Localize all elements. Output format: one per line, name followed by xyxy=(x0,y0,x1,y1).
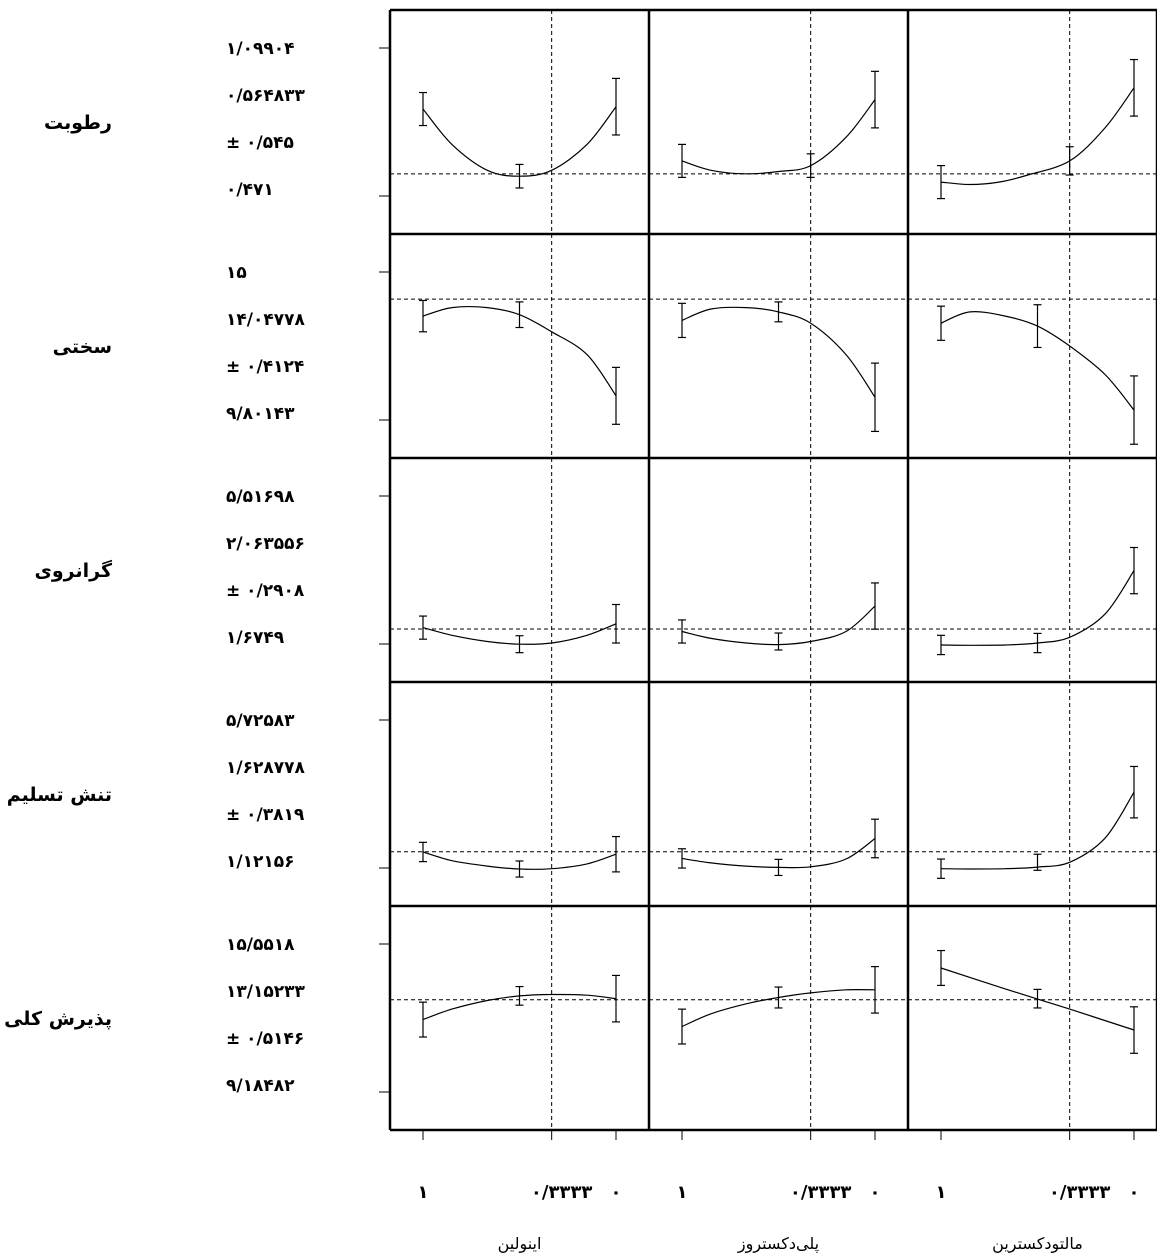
response-value-label: ± ۰/۳۸۱۹ xyxy=(226,805,305,825)
x-tick-label: ۱ xyxy=(936,1182,947,1203)
response-value-label: ۱/۶۲۸۷۷۸ xyxy=(226,758,305,778)
error-bar xyxy=(419,615,427,640)
error-bar xyxy=(871,818,879,859)
error-bar xyxy=(871,582,879,630)
prediction-curve xyxy=(940,87,1135,186)
error-bar xyxy=(515,635,524,654)
error-bar xyxy=(515,301,524,329)
response-value-label: ± ۰/۲۹۰۸ xyxy=(226,581,305,601)
x-tick-label: ۱ xyxy=(418,1182,429,1203)
error-bar xyxy=(1033,988,1042,1009)
response-value-label: ۰/۴۷۱ xyxy=(226,180,274,200)
response-value-label: ۵/۷۲۵۸۳ xyxy=(226,711,295,731)
response-value-label: ۱/۰۹۹۰۴ xyxy=(226,39,294,59)
x-tick-label: ۰ xyxy=(1129,1182,1140,1203)
error-bar xyxy=(871,70,879,129)
error-bar xyxy=(612,835,620,873)
prediction-curve xyxy=(681,99,876,175)
response-value-label: ۱/۱۲۱۵۶ xyxy=(226,852,294,872)
response-value-label: ± ۰/۵۴۵ xyxy=(226,133,294,153)
error-bar xyxy=(678,1008,686,1045)
x-tick-label: ۰/۳۳۳۳ xyxy=(531,1182,593,1203)
response-label: پذیرش کلی xyxy=(4,1008,112,1030)
error-bar xyxy=(774,301,783,323)
response-value-label: ۱/۶۷۴۹ xyxy=(226,628,285,648)
error-bar xyxy=(612,974,620,1023)
error-bar xyxy=(937,858,945,879)
error-bar xyxy=(419,91,427,127)
response-value-label: ۲/۰۶۳۵۵۶ xyxy=(226,534,305,554)
response-value-label: ۹/۸۰۱۴۳ xyxy=(226,404,295,424)
response-value-label: ۱۳/۱۵۲۳۳ xyxy=(226,982,305,1002)
error-bar xyxy=(612,366,620,425)
error-bar xyxy=(1130,58,1138,117)
error-bar xyxy=(515,163,524,189)
response-value-label: ± ۰/۵۱۴۶ xyxy=(226,1029,304,1049)
error-bar xyxy=(1130,1006,1138,1054)
response-value-label: ۱۵/۵۵۱۸ xyxy=(226,935,295,955)
response-value-label: ۱۴/۰۴۷۷۸ xyxy=(226,310,305,330)
error-bar xyxy=(678,143,686,178)
error-bar xyxy=(1130,375,1138,445)
response-value-label: ۱۵ xyxy=(226,263,247,283)
x-tick-label: ۰ xyxy=(870,1182,881,1203)
error-bar xyxy=(806,153,815,178)
error-bar xyxy=(1065,146,1074,176)
response-label: سختی xyxy=(53,336,112,358)
error-bar xyxy=(871,965,879,1014)
error-bar xyxy=(419,299,427,333)
error-bar xyxy=(937,949,945,987)
x-tick-label: ۱ xyxy=(677,1182,688,1203)
response-value-label: ± ۰/۴۱۲۴ xyxy=(226,357,304,377)
error-bar xyxy=(774,858,783,877)
x-tick-label: ۰/۳۳۳۳ xyxy=(1049,1182,1111,1203)
error-bar xyxy=(774,632,783,651)
error-bar xyxy=(419,841,427,863)
error-bar xyxy=(871,362,879,433)
error-bar xyxy=(678,619,686,644)
error-bar xyxy=(1130,546,1138,595)
response-label: رطوبت xyxy=(44,112,112,134)
error-bar xyxy=(774,986,783,1009)
error-bar xyxy=(678,848,686,869)
error-bar xyxy=(1033,304,1042,349)
error-bar xyxy=(419,1001,427,1038)
error-bar xyxy=(678,302,686,339)
error-bar xyxy=(515,985,524,1006)
error-bar xyxy=(937,634,945,656)
error-bar xyxy=(937,165,945,200)
factor-label: اینولین xyxy=(498,1234,542,1254)
response-value-label: ۹/۱۸۴۸۲ xyxy=(226,1076,295,1096)
error-bar xyxy=(1130,765,1138,819)
response-value-label: ۰/۵۶۴۸۳۳ xyxy=(226,86,305,106)
error-bar xyxy=(1033,853,1042,871)
error-bar xyxy=(1033,632,1042,654)
factor-label: مالتودکسترین xyxy=(992,1234,1083,1254)
error-bar xyxy=(515,860,524,878)
response-label: تنش تسلیم xyxy=(7,784,112,806)
response-label: گرانروی xyxy=(34,559,113,582)
factor-label: پلی‌دکستروز xyxy=(737,1234,819,1254)
error-bar xyxy=(937,305,945,341)
response-value-label: ۵/۵۱۶۹۸ xyxy=(226,487,295,507)
x-tick-label: ۰ xyxy=(611,1182,622,1203)
error-bar xyxy=(612,77,620,136)
error-bar xyxy=(612,603,620,644)
x-tick-label: ۰/۳۳۳۳ xyxy=(790,1182,852,1203)
